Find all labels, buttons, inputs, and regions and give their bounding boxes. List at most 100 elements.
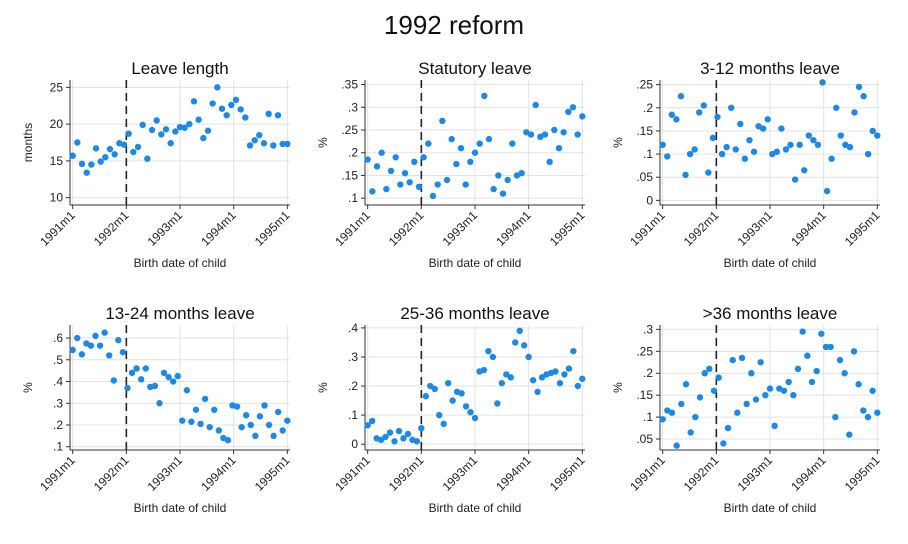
data-point bbox=[260, 140, 268, 147]
data-point bbox=[425, 140, 432, 147]
x-tick-label: 1991m1 bbox=[37, 208, 78, 249]
y-tick-label: .2 bbox=[643, 101, 653, 115]
data-point bbox=[87, 342, 95, 349]
data-point bbox=[183, 387, 191, 394]
x-axis-label: Birth date of child bbox=[724, 501, 817, 515]
data-point bbox=[378, 149, 385, 156]
data-point bbox=[206, 423, 213, 431]
data-point bbox=[701, 370, 708, 377]
data-point bbox=[541, 131, 549, 138]
data-point bbox=[192, 406, 200, 413]
data-point bbox=[819, 79, 826, 86]
data-point bbox=[828, 155, 835, 162]
x-tick-label: 1994m1 bbox=[788, 453, 829, 494]
x-axis-label: Birth date of child bbox=[134, 256, 227, 270]
data-point bbox=[224, 437, 232, 444]
x-tick-label: 1992m1 bbox=[386, 208, 427, 249]
data-point bbox=[204, 127, 212, 134]
data-point bbox=[757, 359, 764, 366]
data-point bbox=[771, 422, 778, 430]
data-point bbox=[270, 432, 277, 440]
data-point bbox=[659, 416, 666, 423]
y-tick-label: .2 bbox=[348, 379, 358, 393]
x-tick-label: 1995m1 bbox=[547, 208, 588, 249]
x-tick-label: 1991m1 bbox=[332, 208, 373, 249]
data-point bbox=[569, 104, 577, 111]
y-tick-label: .4 bbox=[53, 375, 63, 389]
data-point bbox=[158, 131, 165, 138]
data-point bbox=[495, 172, 502, 179]
data-point bbox=[529, 377, 537, 384]
data-point bbox=[759, 125, 767, 132]
data-point bbox=[678, 400, 685, 408]
data-point bbox=[532, 101, 539, 109]
data-point bbox=[724, 424, 732, 432]
data-point bbox=[188, 418, 195, 425]
data-point bbox=[151, 382, 159, 390]
y-axis-label: % bbox=[316, 382, 330, 393]
data-point bbox=[197, 420, 204, 428]
data-point bbox=[457, 144, 465, 152]
y-tick-label: 0 bbox=[646, 193, 653, 207]
data-point bbox=[677, 93, 685, 100]
data-point bbox=[124, 384, 131, 392]
panel-title: >36 months leave bbox=[703, 304, 838, 323]
x-axis-label: Birth date of child bbox=[724, 256, 817, 270]
data-point bbox=[137, 376, 145, 383]
x-tick-label: 1992m1 bbox=[681, 453, 722, 494]
data-point bbox=[696, 394, 704, 401]
data-point bbox=[415, 183, 423, 191]
data-point bbox=[167, 140, 174, 147]
data-point bbox=[462, 403, 470, 410]
data-point bbox=[504, 176, 511, 184]
data-point bbox=[551, 126, 558, 134]
y-tick-label: .5 bbox=[53, 353, 63, 367]
data-point bbox=[284, 140, 291, 148]
data-point bbox=[401, 169, 409, 177]
data-point bbox=[850, 348, 858, 355]
data-point bbox=[261, 402, 268, 409]
data-point bbox=[160, 369, 168, 377]
data-point bbox=[83, 169, 90, 176]
data-point bbox=[832, 413, 839, 421]
data-point bbox=[794, 365, 802, 373]
panel-title: 25-36 months leave bbox=[400, 304, 549, 323]
panel-5: 25-36 months leave 0 .1 .2 .3 .4 1991m1 1992m1 1… bbox=[316, 304, 588, 515]
x-tick-label: 1995m1 bbox=[842, 453, 883, 494]
panel-title: 3-12 months leave bbox=[700, 59, 840, 78]
panel-title: 13-24 months leave bbox=[105, 304, 254, 323]
data-point bbox=[790, 391, 797, 399]
data-point bbox=[737, 120, 744, 128]
y-axis-label: % bbox=[611, 382, 625, 393]
data-point bbox=[156, 400, 163, 407]
data-point bbox=[682, 381, 690, 388]
data-point bbox=[552, 368, 559, 375]
y-tick-label: .25 bbox=[341, 123, 358, 137]
data-point bbox=[664, 153, 671, 160]
data-point bbox=[864, 413, 872, 421]
data-point bbox=[518, 169, 525, 177]
data-point bbox=[516, 327, 523, 335]
x-tick-label: 1995m1 bbox=[252, 208, 293, 249]
data-point bbox=[279, 427, 286, 434]
x-tick-label: 1993m1 bbox=[440, 453, 481, 494]
data-point bbox=[773, 148, 781, 155]
data-point bbox=[436, 411, 443, 419]
data-point bbox=[418, 424, 425, 432]
y-axis-label: % bbox=[611, 137, 625, 148]
data-point bbox=[714, 113, 721, 121]
data-point bbox=[404, 430, 412, 438]
data-point bbox=[270, 142, 277, 149]
data-point bbox=[128, 369, 136, 377]
data-point bbox=[808, 378, 816, 386]
data-point bbox=[420, 154, 427, 161]
y-tick-label: .4 bbox=[348, 321, 358, 335]
x-tick-label: 1991m1 bbox=[332, 453, 373, 494]
data-point bbox=[874, 132, 881, 139]
data-point bbox=[174, 372, 181, 380]
x-axis-label: Birth date of child bbox=[134, 501, 227, 515]
data-point bbox=[101, 329, 108, 336]
data-point bbox=[400, 435, 407, 442]
x-tick-label: 1991m1 bbox=[627, 208, 668, 249]
data-point bbox=[169, 378, 177, 385]
